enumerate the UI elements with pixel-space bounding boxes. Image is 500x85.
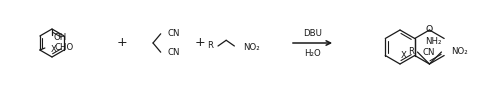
- Text: CN: CN: [168, 48, 180, 57]
- Text: +: +: [194, 36, 205, 49]
- Text: CN: CN: [422, 48, 435, 57]
- Text: X: X: [50, 45, 56, 54]
- Text: +: +: [116, 36, 128, 49]
- Text: OH: OH: [54, 32, 67, 41]
- Text: O: O: [426, 26, 433, 35]
- Text: NH₂: NH₂: [424, 37, 441, 46]
- Text: H₂O: H₂O: [304, 49, 321, 57]
- Text: DBU: DBU: [303, 28, 322, 37]
- Text: R: R: [408, 48, 414, 57]
- Text: NO₂: NO₂: [244, 42, 260, 52]
- Text: NO₂: NO₂: [452, 48, 468, 57]
- Text: R: R: [207, 41, 213, 50]
- Text: X: X: [401, 51, 406, 60]
- Text: CN: CN: [168, 29, 180, 38]
- Text: CHO: CHO: [55, 44, 74, 53]
